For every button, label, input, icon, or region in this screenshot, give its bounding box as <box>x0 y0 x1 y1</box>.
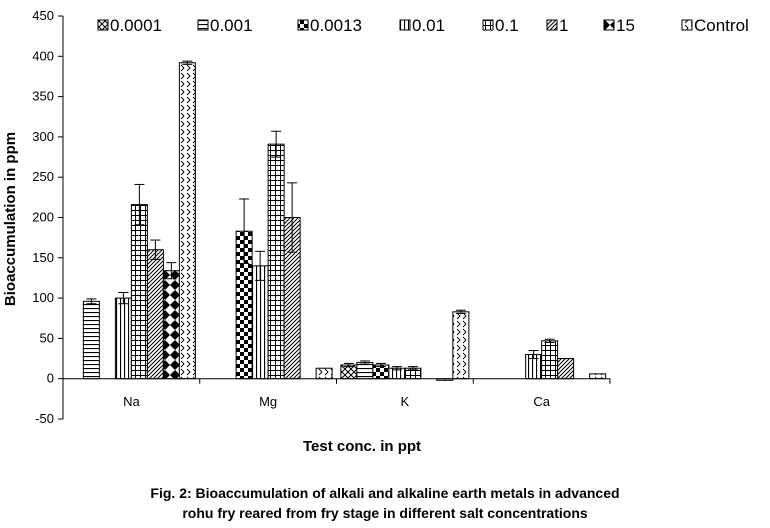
legend-label-0.0013: 0.0013 <box>310 16 362 35</box>
bar-chart: 450 400 350 300 250 200 150 100 50 0 -50 Na Mg K Ca 0… <box>2 8 749 455</box>
x-tick-label-k: K <box>401 394 410 409</box>
bars-layer <box>82 62 607 381</box>
legend-label-15: 15 <box>616 16 635 35</box>
y-tick-label: 250 <box>32 169 54 184</box>
figure-caption: Fig. 2: Bioaccumulation of alkali and al… <box>0 483 770 523</box>
bar-na-0.01 <box>114 297 132 380</box>
y-tick-label: 200 <box>32 210 54 225</box>
legend-label-0.0001: 0.0001 <box>110 16 162 35</box>
y-axis-title: Bioaccumulation in ppm <box>2 132 19 306</box>
legend-label-1: 1 <box>559 16 568 35</box>
y-tick-label: 50 <box>40 330 54 345</box>
y-tick-label: 100 <box>32 290 54 305</box>
x-axis-title: Test conc. in ppt <box>303 438 421 455</box>
y-tick-label: 350 <box>32 89 54 104</box>
bar-na-control <box>178 62 196 380</box>
x-tick-label-mg: Mg <box>259 394 277 409</box>
bar-mg-0.1 <box>267 143 285 380</box>
y-tick-label: 0 <box>47 371 54 386</box>
x-tick-label-ca: Ca <box>533 394 550 409</box>
legend-label-control: Control <box>694 16 749 35</box>
caption-line-2: rohu fry reared from fry stage in differ… <box>182 505 588 521</box>
axes <box>62 16 611 419</box>
bar-ca-0.1 <box>541 340 559 380</box>
legend-swatch-0.001 <box>197 19 209 31</box>
legend-swatch-15 <box>603 19 615 31</box>
bar-ca-1 <box>557 358 575 380</box>
y-tick-label: 450 <box>32 8 54 23</box>
caption-line-1: Fig. 2: Bioaccumulation of alkali and al… <box>150 485 620 501</box>
legend-label-0.001: 0.001 <box>210 16 253 35</box>
legend-label-0.01: 0.01 <box>412 16 445 35</box>
legend-swatch-0.01 <box>399 19 411 31</box>
y-tick-label: -50 <box>35 411 54 426</box>
bar-na-0.001 <box>82 300 100 380</box>
x-axis-ticks: Na Mg K Ca <box>123 394 551 409</box>
bar-mg-control <box>315 367 333 380</box>
legend: 0.0001 0.001 0.0013 0.01 0.1 1 15 Control <box>97 16 749 35</box>
legend-swatch-0.0013 <box>297 19 309 31</box>
bar-na-15 <box>162 270 180 380</box>
y-tick-label: 400 <box>32 48 54 63</box>
bar-k-control <box>452 311 470 380</box>
error-bars-layer <box>86 60 555 371</box>
legend-swatch-control <box>681 19 693 31</box>
legend-label-0.1: 0.1 <box>495 16 519 35</box>
bar-na-1 <box>146 249 164 380</box>
x-tick-label-na: Na <box>123 394 140 409</box>
bar-na-0.1 <box>130 204 148 380</box>
legend-swatch-0.0001 <box>97 19 109 31</box>
legend-swatch-1 <box>546 19 558 31</box>
bar-mg-0.01 <box>251 265 269 380</box>
bar-k-0.001 <box>356 362 374 380</box>
y-tick-label: 150 <box>32 250 54 265</box>
legend-swatch-0.1 <box>482 19 494 31</box>
bar-ca-control <box>589 373 607 380</box>
y-axis-ticks: 450 400 350 300 250 200 150 100 50 0 -50 <box>32 8 63 426</box>
y-tick-label: 300 <box>32 129 54 144</box>
